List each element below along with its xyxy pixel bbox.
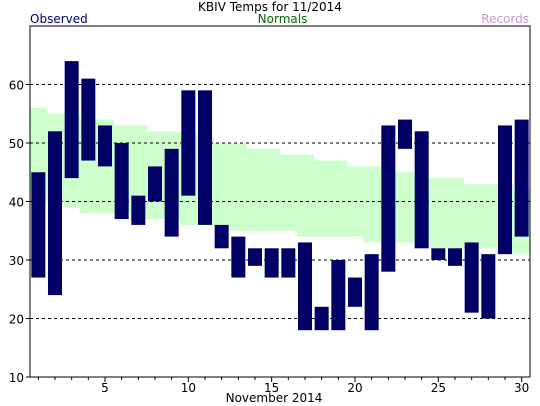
normal-band-day-21 — [363, 166, 381, 243]
observed-bar-day-25 — [431, 248, 446, 260]
observed-bar-day-16 — [281, 248, 296, 278]
observed-bar-day-3 — [64, 61, 79, 179]
observed-bar-day-18 — [314, 306, 329, 331]
observed-bar-day-13 — [231, 236, 246, 278]
tick-layer: 10 20 30 40 50 60 5 10 15 20 25 30 — [9, 79, 530, 396]
observed-bar-day-22 — [381, 125, 396, 272]
observed-bar-day-24 — [414, 131, 429, 249]
legend-observed: Observed — [30, 12, 88, 26]
observed-bar-day-11 — [198, 90, 212, 225]
observed-bar-day-10 — [181, 90, 196, 196]
normal-band-day-26 — [446, 178, 464, 249]
observed-bar-day-7 — [131, 195, 146, 225]
normal-band-day-27 — [463, 183, 481, 249]
observed-bar-day-5 — [98, 125, 112, 167]
observed-bar-day-23 — [398, 119, 412, 149]
x-tick-label-10: 10 — [181, 381, 196, 395]
y-tick-label-50: 50 — [9, 137, 24, 151]
normal-band-day-19 — [330, 160, 348, 237]
observed-bar-day-1 — [31, 172, 46, 278]
normal-band-day-13 — [230, 143, 248, 231]
normal-band-day-25 — [430, 178, 448, 249]
legend-records: Records — [481, 12, 529, 26]
normal-band-day-16 — [280, 154, 298, 231]
x-tick-label-30: 30 — [514, 381, 529, 395]
observed-bar-day-17 — [298, 242, 312, 331]
y-tick-label-40: 40 — [9, 196, 24, 210]
observed-bar-day-8 — [148, 166, 162, 202]
y-tick-label-60: 60 — [9, 79, 24, 93]
observed-bar-day-14 — [248, 248, 262, 266]
x-axis-label: November 2014 — [226, 391, 323, 405]
observed-bar-day-27 — [464, 242, 479, 313]
normal-band-day-17 — [296, 154, 314, 237]
x-tick-label-25: 25 — [431, 381, 446, 395]
x-tick-label-20: 20 — [347, 381, 362, 395]
observed-bar-day-4 — [81, 78, 96, 161]
y-tick-label-20: 20 — [9, 313, 24, 327]
y-tick-label-10: 10 — [9, 371, 24, 385]
observed-bar-day-30 — [514, 119, 529, 237]
normal-band-day-18 — [313, 160, 331, 237]
observed-bar-day-12 — [214, 224, 229, 249]
normal-band-day-23 — [396, 172, 414, 243]
chart-title: KBIV Temps for 11/2014 — [198, 0, 342, 14]
legend-normals: Normals — [257, 12, 308, 26]
normal-band-day-12 — [213, 143, 231, 225]
normal-band-day-15 — [263, 148, 281, 231]
normal-band-day-28 — [480, 183, 498, 249]
y-tick-label-30: 30 — [9, 254, 24, 268]
observed-bar-day-29 — [498, 125, 512, 255]
x-tick-label-15: 15 — [264, 381, 279, 395]
observed-bar-day-20 — [348, 277, 362, 307]
observed-bar-layer — [31, 61, 529, 331]
observed-bar-day-28 — [481, 254, 496, 319]
observed-bar-day-6 — [114, 143, 129, 220]
observed-bar-day-26 — [448, 248, 462, 266]
observed-bar-day-2 — [48, 131, 62, 296]
normal-band-day-14 — [246, 148, 264, 231]
observed-bar-day-21 — [364, 254, 379, 331]
x-tick-label-5: 5 — [101, 381, 109, 395]
observed-bar-day-19 — [331, 260, 346, 331]
observed-bar-day-9 — [164, 148, 179, 237]
observed-bar-day-15 — [264, 248, 279, 278]
grid-layer — [30, 84, 530, 319]
